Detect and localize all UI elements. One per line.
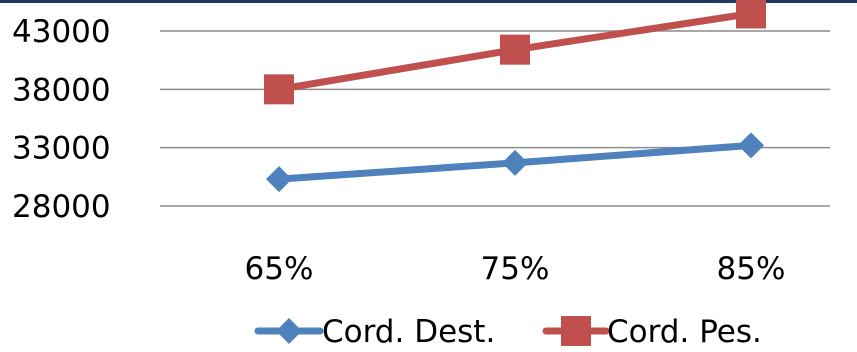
legend: Cord. Dest. Cord. Pes. [254, 314, 762, 350]
series-layer [264, 0, 766, 193]
data-point [264, 74, 294, 105]
legend-item-cord-pes: Cord. Pes. [542, 314, 762, 350]
y-tick-label: 43000 [12, 14, 111, 50]
x-tick-label: 85% [717, 251, 786, 287]
data-point [500, 34, 530, 65]
data-point [266, 166, 292, 193]
legend-item-cord-dest: Cord. Dest. [254, 314, 495, 350]
legend-label: Cord. Dest. [322, 314, 495, 350]
y-axis: 28000 33000 38000 43000 [12, 14, 111, 225]
y-tick-label: 28000 [12, 189, 111, 225]
legend-marker [276, 318, 302, 344]
gridlines [160, 30, 830, 207]
data-point [736, 0, 766, 29]
series-cord-pes [264, 0, 766, 105]
x-axis: 65% 75% 85% [245, 251, 786, 287]
y-tick-label: 38000 [12, 72, 111, 108]
series-cord-dest [266, 132, 764, 193]
y-tick-label: 33000 [12, 131, 111, 167]
x-tick-label: 65% [245, 251, 314, 287]
data-point [502, 149, 528, 176]
legend-marker [561, 316, 591, 346]
data-point [738, 132, 764, 159]
legend-label: Cord. Pes. [607, 314, 762, 350]
x-tick-label: 75% [481, 251, 550, 287]
